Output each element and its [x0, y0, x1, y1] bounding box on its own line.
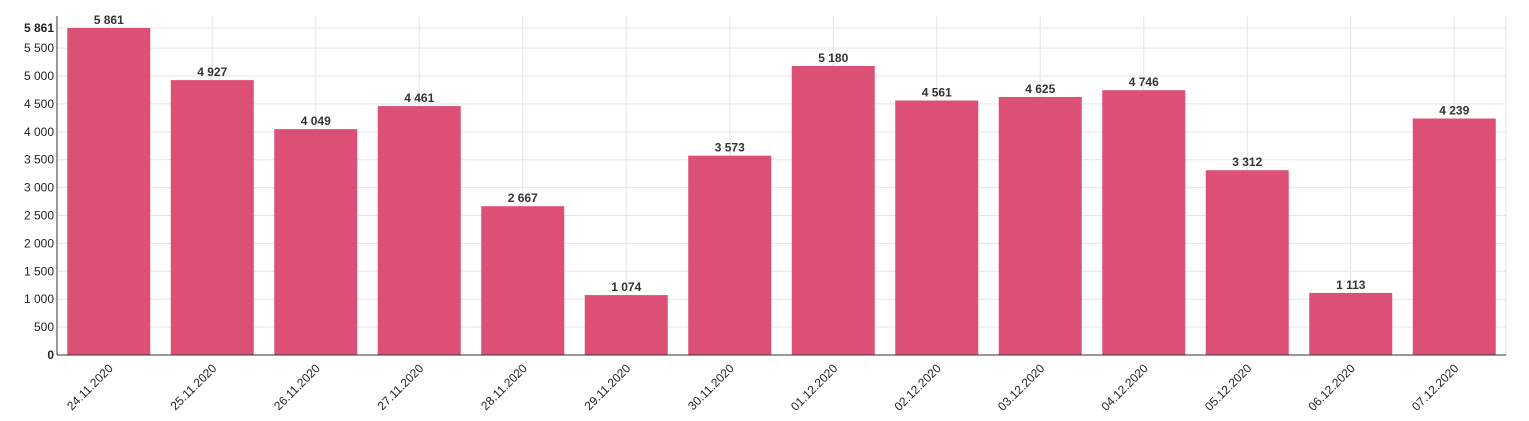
- data-label: 4 927: [197, 65, 227, 79]
- y-tick-label: 1 000: [24, 292, 54, 306]
- data-label: 2 667: [508, 191, 538, 205]
- bar: [1205, 170, 1289, 355]
- x-tick-label: 01.12.2020: [788, 361, 841, 414]
- bar: [791, 65, 875, 355]
- y-tick-label: 2 000: [24, 236, 54, 250]
- bar: [1412, 118, 1496, 355]
- data-label: 4 239: [1439, 103, 1469, 117]
- data-label: 1 074: [611, 280, 641, 294]
- x-tick-label: 04.12.2020: [1099, 361, 1152, 414]
- y-tick-label: 5 000: [24, 69, 54, 83]
- data-label: 4 746: [1129, 75, 1159, 89]
- data-label: 4 625: [1025, 82, 1055, 96]
- y-tick-label: 3 000: [24, 181, 54, 195]
- x-tick-label: 27.11.2020: [375, 361, 427, 413]
- bar: [170, 80, 254, 355]
- data-label: 3 312: [1232, 155, 1262, 169]
- x-tick-label: 03.12.2020: [995, 361, 1048, 414]
- data-label: 1 113: [1336, 278, 1366, 292]
- bars: [67, 28, 1496, 356]
- bar: [481, 206, 565, 355]
- y-tick-label: 500: [34, 320, 54, 334]
- y-tick-label: 4 000: [24, 125, 54, 139]
- data-label: 4 561: [922, 86, 952, 100]
- x-tick-label: 29.11.2020: [582, 361, 634, 413]
- axes: [56, 16, 1506, 356]
- bar: [377, 106, 461, 356]
- x-tick-label: 26.11.2020: [271, 361, 323, 413]
- bar: [998, 96, 1082, 355]
- y-tick-label: 3 500: [24, 153, 54, 167]
- bar: [67, 28, 151, 355]
- y-tick-label: 5 500: [24, 41, 54, 55]
- x-tick-label: 02.12.2020: [892, 361, 945, 414]
- data-label: 5 861: [94, 13, 124, 27]
- y-tick-label: 4 500: [24, 97, 54, 111]
- bar: [688, 155, 772, 355]
- x-tick-label: 30.11.2020: [685, 361, 737, 413]
- bar: [584, 295, 668, 355]
- bar: [895, 100, 979, 355]
- bar: [1309, 292, 1393, 355]
- y-tick-label: 1 500: [24, 264, 54, 278]
- x-tick-label: 07.12.2020: [1409, 361, 1462, 414]
- bar: [274, 129, 358, 355]
- y-tick-label: 0: [47, 348, 54, 362]
- data-label: 5 180: [818, 51, 848, 65]
- x-tick-label: 06.12.2020: [1306, 361, 1359, 414]
- data-label: 4 049: [301, 114, 331, 128]
- x-tick-label: 25.11.2020: [168, 361, 220, 413]
- data-label: 3 573: [715, 141, 745, 155]
- y-tick-label: 2 500: [24, 209, 54, 223]
- bar: [1102, 90, 1186, 355]
- y-tick-label: 5 861: [24, 21, 54, 35]
- x-tick-label: 24.11.2020: [64, 361, 116, 413]
- x-tick-label: 05.12.2020: [1202, 361, 1255, 414]
- data-label: 4 461: [404, 91, 434, 105]
- x-tick-label: 28.11.2020: [478, 361, 530, 413]
